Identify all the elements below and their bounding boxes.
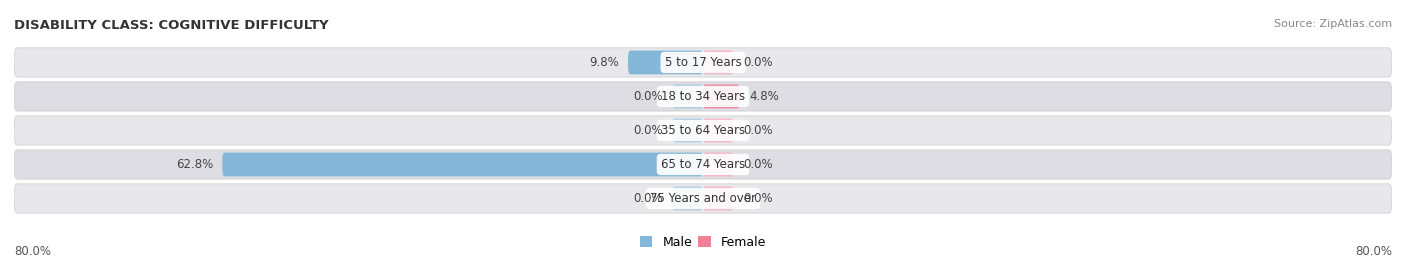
FancyBboxPatch shape — [672, 119, 703, 142]
Text: 80.0%: 80.0% — [14, 245, 51, 258]
Text: 0.0%: 0.0% — [742, 192, 772, 205]
FancyBboxPatch shape — [14, 48, 1392, 77]
FancyBboxPatch shape — [703, 84, 740, 108]
FancyBboxPatch shape — [703, 119, 734, 142]
Legend: Male, Female: Male, Female — [636, 231, 770, 254]
Text: 0.0%: 0.0% — [634, 124, 664, 137]
FancyBboxPatch shape — [628, 51, 703, 74]
Text: DISABILITY CLASS: COGNITIVE DIFFICULTY: DISABILITY CLASS: COGNITIVE DIFFICULTY — [14, 19, 329, 32]
FancyBboxPatch shape — [14, 116, 1392, 145]
FancyBboxPatch shape — [703, 187, 734, 210]
FancyBboxPatch shape — [703, 51, 734, 74]
Text: 0.0%: 0.0% — [742, 158, 772, 171]
Text: 5 to 17 Years: 5 to 17 Years — [665, 56, 741, 69]
Text: 0.0%: 0.0% — [742, 56, 772, 69]
FancyBboxPatch shape — [14, 184, 1392, 213]
Text: 0.0%: 0.0% — [742, 124, 772, 137]
Text: 0.0%: 0.0% — [634, 192, 664, 205]
FancyBboxPatch shape — [14, 150, 1392, 179]
Text: 80.0%: 80.0% — [1355, 245, 1392, 258]
Text: 62.8%: 62.8% — [176, 158, 214, 171]
Text: 4.8%: 4.8% — [749, 90, 779, 103]
Text: 0.0%: 0.0% — [634, 90, 664, 103]
Text: 75 Years and over: 75 Years and over — [650, 192, 756, 205]
Text: 65 to 74 Years: 65 to 74 Years — [661, 158, 745, 171]
FancyBboxPatch shape — [672, 84, 703, 108]
Text: 18 to 34 Years: 18 to 34 Years — [661, 90, 745, 103]
Text: 9.8%: 9.8% — [589, 56, 619, 69]
FancyBboxPatch shape — [222, 153, 703, 176]
Text: 35 to 64 Years: 35 to 64 Years — [661, 124, 745, 137]
FancyBboxPatch shape — [14, 82, 1392, 111]
FancyBboxPatch shape — [672, 187, 703, 210]
Text: Source: ZipAtlas.com: Source: ZipAtlas.com — [1274, 19, 1392, 29]
FancyBboxPatch shape — [703, 153, 734, 176]
